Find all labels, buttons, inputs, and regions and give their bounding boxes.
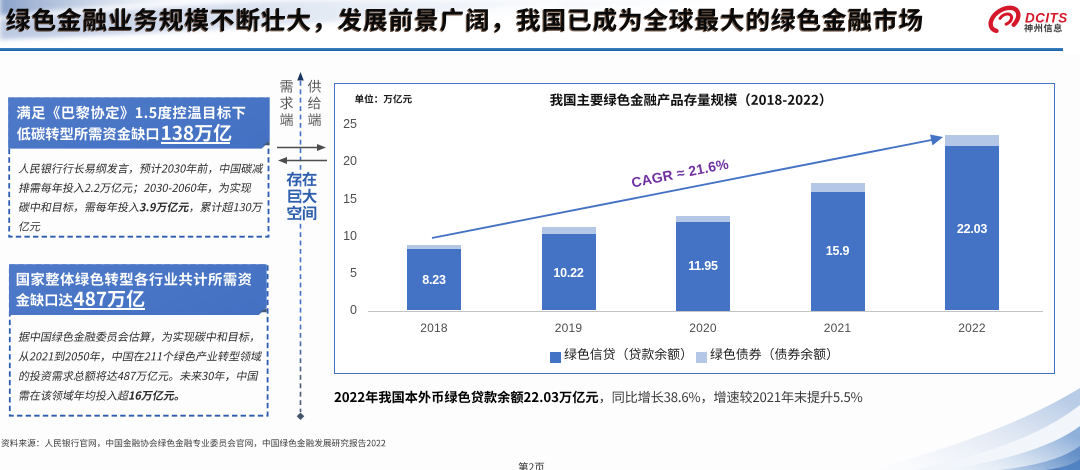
svg-text:DCITS: DCITS xyxy=(1025,11,1068,26)
